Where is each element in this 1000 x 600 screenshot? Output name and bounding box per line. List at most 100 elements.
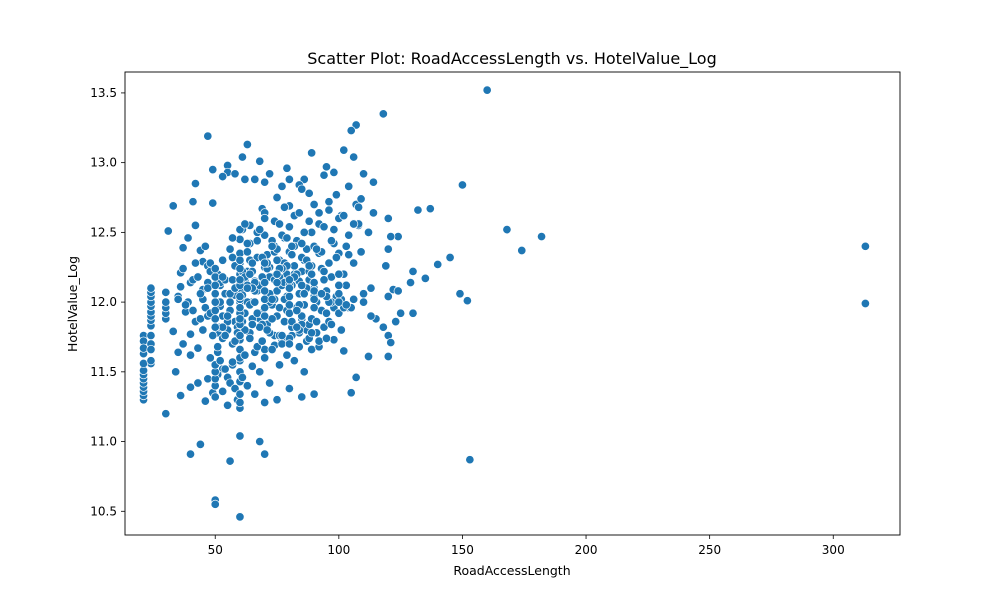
data-point [274,219,285,229]
data-point [255,437,265,447]
data-point [349,258,359,268]
data-point [321,333,332,343]
data-point [252,236,262,246]
data-point [284,283,294,293]
data-point [351,372,361,382]
data-point [309,278,319,288]
x-axis-label: RoadAccessLength [453,563,570,578]
data-point [321,162,332,172]
data-point [161,409,171,419]
data-point [344,181,354,191]
data-point [210,322,220,332]
data-point [465,455,475,465]
data-point [363,227,374,237]
data-point [284,222,294,232]
data-point [297,238,307,249]
data-point [242,381,252,391]
data-point [393,286,403,296]
data-point [185,449,196,459]
data-point [356,247,366,257]
x-tick-label: 150 [451,543,474,557]
data-point [257,336,267,346]
data-point [146,331,156,341]
data-point [260,303,270,313]
chart-title: Scatter Plot: RoadAccessLength vs. Hotel… [307,49,717,69]
data-point [210,305,220,316]
data-point [363,351,374,362]
data-point [193,343,203,353]
data-point [161,297,171,307]
data-point [210,392,220,402]
data-point [210,280,220,290]
x-tick-label: 200 [575,543,598,557]
data-point [324,205,334,215]
data-point [190,220,200,230]
data-point [359,169,369,179]
data-point [220,331,230,341]
y-tick-label: 12.5 [90,225,117,239]
y-axis-ticks: 10.5 11.0 11.5 12.0 12.5 13.0 13.5 [90,86,125,518]
data-point [309,294,319,304]
y-axis-label: HotelValue_Log [65,256,80,352]
data-point [265,169,275,179]
data-point [235,275,245,285]
data-point [247,361,257,371]
data-point [383,291,393,302]
data-point [289,356,299,366]
data-point [250,297,260,307]
data-point [235,264,245,274]
data-point [200,396,210,406]
data-point [324,197,334,207]
data-point [408,266,418,276]
data-point [346,388,356,398]
data-point [356,194,366,204]
data-point [277,181,287,191]
data-point [168,326,178,336]
data-point [250,174,260,184]
data-point [359,289,369,299]
data-point [185,382,196,392]
data-point [146,356,156,366]
data-point [391,317,401,327]
data-point [316,289,327,299]
data-point [260,449,270,459]
data-point [242,283,252,293]
data-point [240,219,250,229]
data-point [329,225,339,235]
data-point [314,208,324,218]
data-point [272,278,282,288]
data-point [193,272,203,282]
data-point [331,190,341,200]
data-point [386,232,396,242]
data-point [195,439,205,449]
data-point [171,367,181,377]
data-point [425,204,435,214]
data-point [349,294,359,304]
data-point [247,319,257,329]
data-point [205,353,215,363]
data-point [284,174,294,184]
data-point [309,389,319,399]
data-point [227,233,238,243]
data-point [235,389,245,399]
data-point [413,205,423,215]
data-point [272,255,282,265]
data-point [349,152,359,162]
data-point [240,350,250,360]
data-point [267,294,277,304]
y-tick-label: 11.0 [90,435,117,449]
data-point [319,170,329,180]
data-point [237,152,247,162]
x-axis-ticks: 50 100 150 200 250 300 [208,535,845,557]
data-point [381,261,391,271]
data-point [198,325,208,335]
y-tick-label: 13.5 [90,86,117,100]
data-point [242,238,252,249]
data-point [138,343,149,353]
data-point [173,294,183,304]
data-point [326,236,336,246]
data-point [272,269,282,279]
data-point [334,269,344,279]
data-point [185,350,196,360]
